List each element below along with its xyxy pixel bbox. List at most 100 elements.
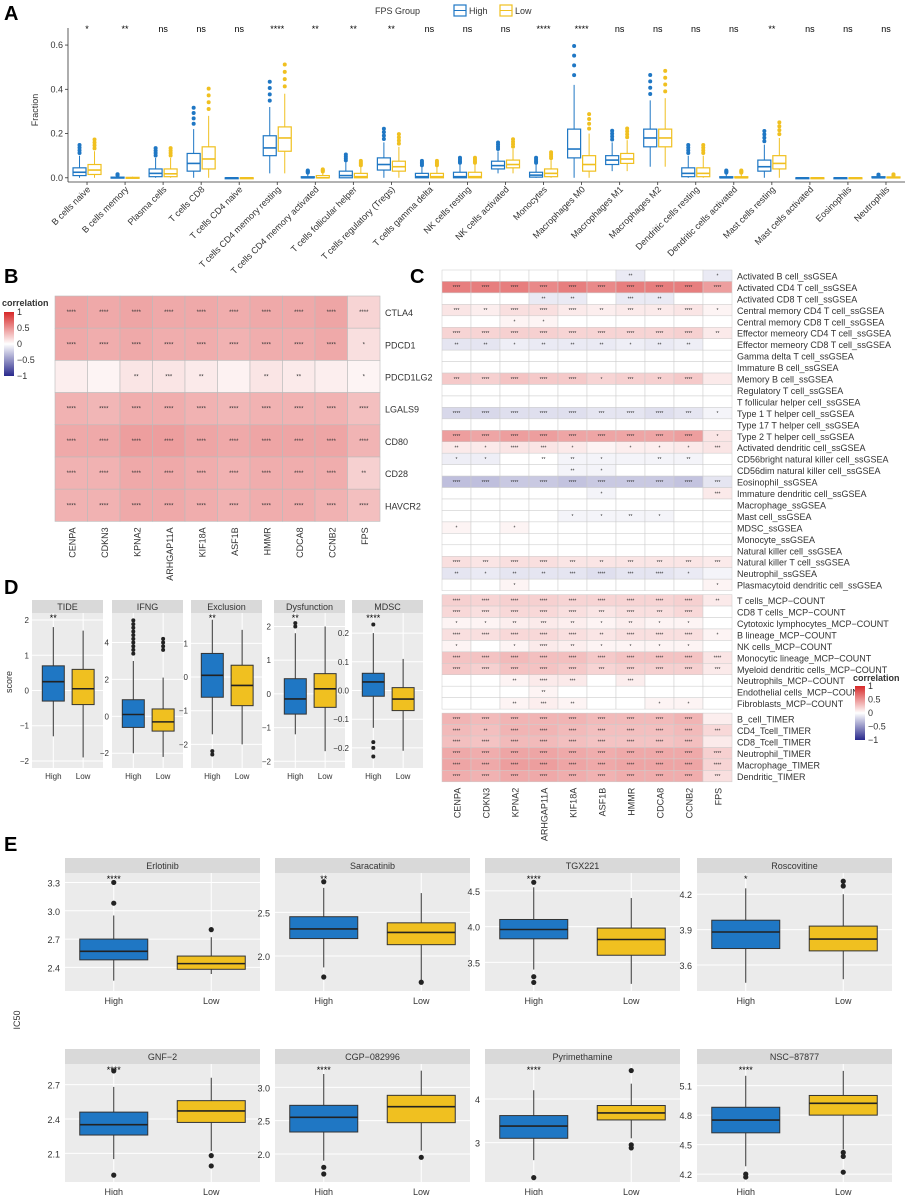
c-cell-stars: ** [484,308,488,314]
c-cell [528,269,559,282]
c-cell [470,384,501,397]
panel-c-heatmap: ** * Activated B cell_ssGSEA**** **** **** **… [441,269,900,841]
b-cell-stars: **** [132,439,142,445]
a-outlier [572,53,577,58]
c-cell [499,510,530,523]
d-box-low-box [151,708,175,732]
e-ytick-label: 2.0 [257,952,270,962]
a-outlier [191,116,196,121]
panel-d-facets: score TIDE 2 1 0 −1 −2 ** High Low IFNG 4 2 0 −2 High Lo… [4,600,423,781]
b-cell-stars: **** [327,503,337,509]
a-y-label: Fraction [30,94,40,127]
c-legend-tick: 0 [868,708,873,718]
c-cell-stars: **** [511,740,519,746]
c-cell [470,349,501,362]
e-ytick-label: 3.0 [47,907,60,917]
e-ytick-label: 4.2 [679,1170,692,1180]
b-col-label: CDKN3 [100,527,110,558]
b-cell [87,360,121,393]
e-xtick-label: High [314,1187,333,1195]
c-cell [702,292,733,305]
a-outlier [587,116,592,121]
c-cell-stars: **** [656,598,664,604]
c-cell-stars: ** [542,457,546,463]
b-cell [54,392,88,426]
c-cell-stars: **** [453,560,461,566]
b-cell [314,327,348,361]
b-legend-tick: −1 [17,371,27,381]
c-cell-stars: **** [453,763,461,769]
a-outlier [434,158,439,163]
c-cell-stars: **** [569,740,577,746]
e-box-high-box [499,1115,569,1139]
c-cell-stars: **** [598,571,606,577]
b-cell-stars: **** [132,471,142,477]
c-row-label: Immature dendritic cell_ssGSEA [737,489,867,499]
b-cell-stars: **** [132,503,142,509]
b-col-label: CDCA8 [295,527,305,558]
c-cell [673,269,704,282]
a-outlier [648,85,653,90]
b-cell-stars: **** [262,471,272,477]
d-ytick-label: 0 [267,690,272,699]
d-outlier [131,647,136,652]
c-cell [470,487,501,500]
a-outlier [282,77,287,82]
c-cell-stars: **** [627,751,635,757]
c-row-label: Type 17 T helper cell_ssGSEA [737,420,859,430]
c-cell [644,315,675,328]
b-cell-stars: **** [67,342,77,348]
d-ytick-label: −2 [262,757,272,766]
b-cell [119,360,153,393]
b-legend-tick: 0 [17,339,22,349]
e-ytick-label: 3.0 [257,1083,270,1093]
c-cell-stars: *** [541,621,547,627]
c-cell-stars: * [601,514,603,520]
d-sig-label: ** [292,613,300,623]
a-sig-label: * [85,24,89,34]
b-cell-stars: **** [99,439,109,445]
c-cell [644,674,675,687]
b-legend-tick: 0.5 [17,323,30,333]
b-cell [347,488,381,522]
c-cell-stars: *** [454,308,460,314]
a-outlier [762,139,767,144]
b-col-label: ARHGAP11A [165,527,175,580]
c-cell-stars: ** [571,621,575,627]
a-sig-label: ns [653,24,663,34]
c-cell [441,292,472,305]
a-box-low-box [582,155,597,172]
d-outlier [210,749,215,754]
panel-b-heatmap: **** **** **** **** **** **** **** **** **** ****… [2,295,433,581]
c-cell-stars: **** [540,717,548,723]
c-row-label: Type 1 T helper cell_ssGSEA [737,409,854,419]
c-cell-stars: **** [540,740,548,746]
c-cell-stars: **** [511,633,519,639]
c-cell [441,315,472,328]
c-cell [615,464,646,477]
e-outlier [531,879,537,885]
e-outlier [840,883,846,889]
b-cell-stars: **** [99,407,109,413]
c-cell-stars: **** [511,377,519,383]
a-outlier [206,93,211,98]
e-facet-title: Erlotinib [146,861,179,871]
e-xtick-label: High [104,1187,123,1195]
d-ytick-label: −2 [179,740,189,749]
c-cell [470,544,501,557]
e-outlier [321,1164,327,1170]
b-cell-stars: **** [164,407,174,413]
c-cell [644,384,675,397]
c-cell-stars: ** [716,598,720,604]
c-cell-stars: **** [540,560,548,566]
b-cell [282,392,316,426]
e-box-low-box [808,1094,878,1116]
c-cell-stars: **** [598,717,606,723]
c-row-label: Natural killer T cell_ssGSEA [737,558,850,568]
c-cell-stars: **** [482,411,490,417]
e-ytick-label: 2.7 [47,1081,60,1091]
b-cell-stars: * [363,342,366,348]
d-ytick-label: −1 [262,724,272,733]
e-ytick-label: 2.5 [257,1117,270,1127]
c-cell [615,315,646,328]
